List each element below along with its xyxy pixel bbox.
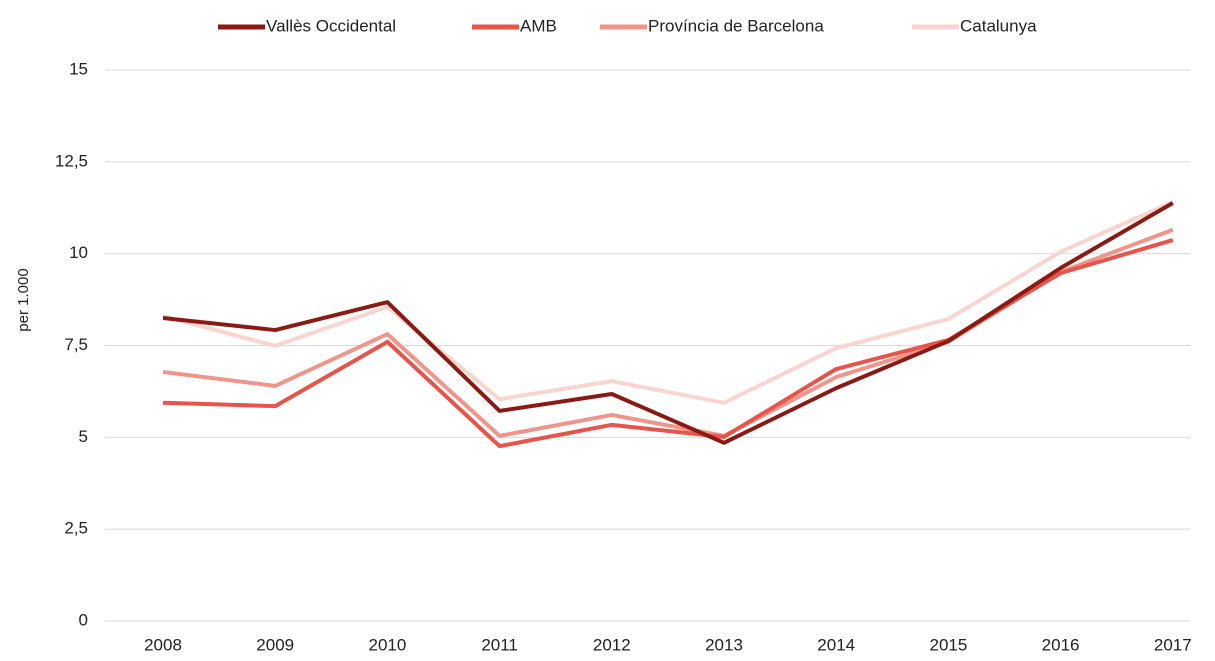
series-line	[162, 201, 1174, 445]
x-tick-label: 2008	[144, 635, 182, 654]
y-tick-label: 0	[79, 610, 88, 629]
x-tick-label: 2015	[929, 635, 967, 654]
series-line	[162, 200, 1174, 405]
y-tick-label: 10	[69, 243, 88, 262]
y-tick-label: 15	[69, 59, 88, 78]
legend-label: AMB	[520, 16, 557, 35]
x-tick-label: 2017	[1154, 635, 1192, 654]
legend-label: Província de Barcelona	[648, 16, 824, 35]
legend-label: Catalunya	[960, 16, 1037, 35]
y-tick-label: 7,5	[64, 335, 88, 354]
series-line	[162, 238, 1174, 449]
y-tick-label: 5	[79, 427, 88, 446]
x-tick-label: 2009	[256, 635, 294, 654]
y-tick-label: 12,5	[55, 151, 88, 170]
x-tick-label: 2012	[593, 635, 631, 654]
x-tick-label: 2010	[368, 635, 406, 654]
legend-label: Vallès Occidental	[266, 16, 396, 35]
x-tick-label: 2014	[817, 635, 855, 654]
x-tick-label: 2011	[481, 635, 518, 654]
y-tick-label: 2,5	[64, 519, 88, 538]
x-tick-label: 2016	[1042, 635, 1080, 654]
y-axis-label: per 1.000	[15, 268, 32, 331]
x-tick-label: 2013	[705, 635, 743, 654]
